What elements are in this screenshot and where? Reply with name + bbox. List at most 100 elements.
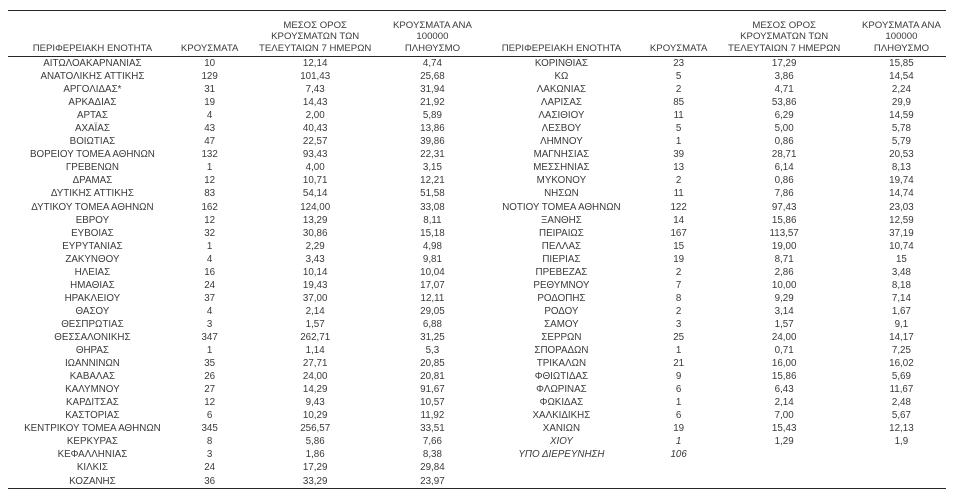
cases-cell: 31 [204, 84, 216, 96]
cases-cell: 25 [673, 331, 685, 343]
avg7-cell: 0,71 [774, 345, 794, 357]
avg7-cell: 5,00 [774, 123, 794, 135]
per100k-cell: 5,67 [891, 410, 911, 422]
col-header-cases: ΚΡΟΥΣΜΑΤΑ [645, 11, 712, 57]
per100k-cell: 31,94 [420, 84, 445, 96]
table-row: ΕΒΡΟΥ 12 13,29 8,11 [8, 214, 477, 227]
avg7-cell: 37,00 [302, 292, 328, 304]
avg7-cell: 4,71 [774, 84, 794, 96]
table-row: ΛΑΣΙΘΙΟΥ 11 6,29 14,59 [477, 109, 946, 122]
cases-cell: 39 [673, 149, 685, 161]
cases-cell: 4 [206, 110, 213, 122]
cases-cell: 36 [204, 475, 216, 487]
avg7-cell: 6,43 [774, 384, 794, 396]
per100k-cell: 8,38 [422, 449, 442, 461]
table-row: ΛΑΡΙΣΑΣ 85 53,86 29,9 [477, 96, 946, 109]
table-row: ΒΟΡΕΙΟΥ ΤΟΜΕΑ ΑΘΗΝΩΝ 132 93,43 22,31 [8, 148, 477, 161]
per100k-cell: 25,68 [420, 71, 445, 83]
cases-cell: 85 [673, 97, 685, 109]
table-row: ΘΑΣΟΥ 4 2,14 29,05 [8, 305, 477, 318]
region-name-cell: ΗΜΑΘΙΑΣ [70, 279, 115, 291]
avg7-cell: 14,29 [302, 384, 328, 396]
cases-cell: 10 [204, 58, 216, 69]
cases-cell: 83 [204, 188, 216, 200]
per100k-cell: 8,11 [423, 214, 442, 226]
region-name-cell: ΑΙΤΩΛΟΑΚΑΡΝΑΝΙΑΣ [43, 58, 142, 69]
cases-cell: 3 [675, 318, 682, 330]
per100k-cell: 12,21 [420, 175, 445, 187]
table-row: ΗΜΑΘΙΑΣ 24 19,43 17,07 [8, 279, 477, 292]
region-name-cell: ΧΑΛΚΙΔΙΚΗΣ [532, 410, 591, 422]
avg7-cell: 1,86 [305, 449, 325, 461]
avg7-cell: 0,86 [774, 136, 794, 148]
cases-cell: 12 [204, 175, 216, 187]
region-name-cell: ΒΟΡΕΙΟΥ ΤΟΜΕΑ ΑΘΗΝΩΝ [29, 149, 155, 161]
region-name-cell: ΔΥΤΙΚΟΥ ΤΟΜΕΑ ΑΘΗΝΩΝ [31, 201, 154, 213]
table-row: ΠΕΛΛΑΣ 15 19,00 10,74 [477, 240, 946, 253]
avg7-cell: 30,86 [302, 227, 328, 239]
table-row: ΥΠΟ ΔΙΕΡΕΥΝΗΣΗ 106 [477, 448, 946, 461]
table-row: ΑΡΤΑΣ 4 2,00 5,89 [8, 109, 477, 122]
region-name-cell: ΡΟΔΟΠΗΣ [537, 292, 586, 304]
avg7-cell: 53,86 [771, 97, 797, 109]
per100k-cell: 33,08 [420, 201, 445, 213]
per100k-cell: 39,86 [420, 136, 445, 148]
table-row: ΞΑΝΘΗΣ 14 15,86 12,59 [477, 214, 946, 227]
table-row: ΣΠΟΡΑΔΩΝ 1 0,71 7,25 [477, 344, 946, 357]
cases-cell: 8 [206, 436, 213, 448]
table-row: ΠΙΕΡΙΑΣ 19 8,71 15 [477, 253, 946, 266]
region-name-cell: ΚΕΡΚΥΡΑΣ [66, 436, 118, 448]
cases-cell: 13 [673, 162, 685, 174]
per100k-cell: 9,1 [894, 318, 909, 330]
region-name-cell: ΞΑΝΘΗΣ [541, 214, 582, 226]
table-row: ΙΩΑΝΝΙΝΩΝ 35 27,71 20,85 [8, 357, 477, 370]
regional-cases-report: ΠΕΡΙΦΕΡΕΙΑΚΗ ΕΝΟΤΗΤΑ ΚΡΟΥΣΜΑΤΑ ΜΕΣΟΣ ΟΡΟ… [8, 10, 946, 489]
table-row: ΡΟΔΟΥ 2 3,14 1,67 [477, 305, 946, 318]
table-row: ΣΑΜΟΥ 3 1,57 9,1 [477, 318, 946, 331]
cases-cell: 3 [206, 449, 213, 461]
per100k-cell: 6,88 [422, 318, 442, 330]
cases-cell: 14 [673, 214, 685, 226]
col-header-cases: ΚΡΟΥΣΜΑΤΑ [176, 11, 243, 57]
table-row: ΤΡΙΚΑΛΩΝ 21 16,00 16,02 [477, 357, 946, 370]
per100k-cell: 7,14 [891, 292, 911, 304]
table-row: ΧΑΝΙΩΝ 19 15,43 12,13 [477, 422, 946, 435]
table-row: ΑΡΚΑΔΙΑΣ 19 14,43 21,92 [8, 96, 477, 109]
per100k-cell: 13,86 [420, 123, 445, 135]
table-row: ΜΕΣΣΗΝΙΑΣ 13 6,14 8,13 [477, 161, 946, 174]
table-body: ΑΙΤΩΛΟΑΚΑΡΝΑΝΙΑΣ 10 12,14 4,74 ΑΝΑΤΟΛΙΚΗΣ ΑΤ… [8, 57, 477, 488]
avg7-cell: 1,57 [774, 318, 794, 330]
cases-cell: 1 [675, 345, 682, 357]
avg7-cell: 16,00 [771, 358, 797, 370]
region-name-cell: ΒΟΙΩΤΙΑΣ [69, 136, 116, 148]
avg7-cell: 10,29 [302, 410, 328, 422]
cases-cell: 345 [201, 423, 218, 435]
table-row: ΦΩΚΙΔΑΣ 1 2,14 2,48 [477, 396, 946, 409]
per100k-cell [857, 448, 946, 461]
region-name-cell: ΣΑΜΟΥ [544, 318, 579, 330]
region-name-cell: ΙΩΑΝΝΙΝΩΝ [64, 358, 120, 370]
region-name-cell: ΕΥΒΟΙΑΣ [71, 227, 114, 239]
per100k-cell: 8,13 [891, 162, 911, 174]
cases-cell: 1 [675, 136, 682, 148]
per100k-cell: 14,74 [889, 188, 914, 200]
avg7-cell: 24,00 [771, 331, 797, 343]
cases-cell: 1 [206, 240, 213, 252]
table-row: ΗΡΑΚΛΕΙΟΥ 37 37,00 12,11 [8, 292, 477, 305]
cases-cell: 347 [201, 331, 218, 343]
region-name-cell: ΜΥΚΟΝΟΥ [536, 175, 587, 187]
avg7-cell: 7,00 [774, 410, 794, 422]
avg7-cell: 2,00 [305, 110, 325, 122]
per100k-cell: 3,48 [891, 266, 911, 278]
per100k-cell: 8,18 [891, 279, 911, 291]
per100k-cell: 4,98 [422, 240, 442, 252]
table-row: ΚΑΡΔΙΤΣΑΣ 12 9,43 10,57 [8, 396, 477, 409]
region-name-cell: ΣΕΡΡΩΝ [541, 331, 582, 343]
avg7-cell: 6,14 [774, 162, 794, 174]
region-name-cell: ΣΠΟΡΑΔΩΝ [534, 345, 589, 357]
table-row: ΚΟΡΙΝΘΙΑΣ 23 17,29 15,85 [477, 57, 946, 71]
col-header-avg7: ΜΕΣΟΣ ΟΡΟΣ ΚΡΟΥΣΜΑΤΩΝ ΤΩΝ ΤΕΛΕΥΤΑΙΩΝ 7 Η… [711, 11, 857, 57]
cases-cell: 19 [204, 97, 216, 109]
avg7-cell: 2,14 [774, 397, 794, 409]
region-name-cell: ΚΑΡΔΙΤΣΑΣ [66, 397, 119, 409]
